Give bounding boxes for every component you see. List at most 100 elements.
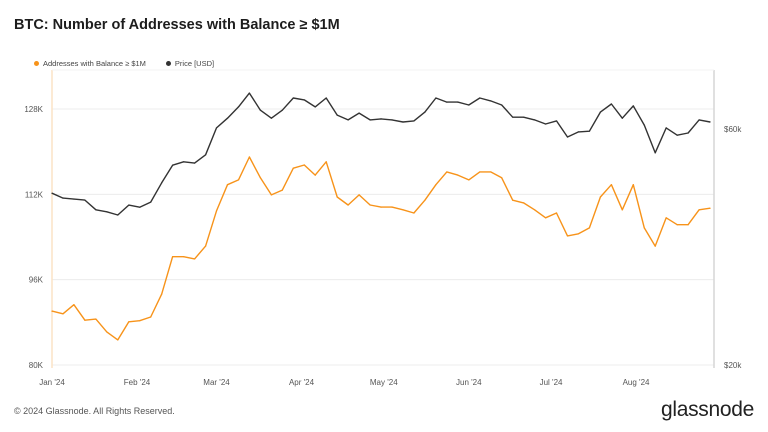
x-tick-label: Jun '24: [456, 378, 482, 387]
addresses-point: [512, 199, 514, 201]
addresses-point: [391, 206, 393, 208]
addresses-point: [501, 177, 503, 179]
price-point: [281, 109, 283, 111]
price-point: [369, 119, 371, 121]
legend: Addresses with Balance ≥ $1M Price [USD]: [34, 59, 214, 68]
addresses-point: [237, 179, 240, 181]
price-series-line: [51, 92, 711, 216]
price-point: [106, 211, 108, 213]
addresses-point: [204, 245, 207, 247]
price-point: [665, 127, 667, 129]
addresses-point: [281, 189, 283, 191]
addresses-point: [95, 318, 97, 320]
addresses-point: [588, 227, 591, 229]
x-tick-label: Jan '24: [39, 378, 65, 387]
addresses-point: [380, 206, 382, 208]
price-point: [490, 100, 492, 102]
addresses-point: [292, 167, 294, 169]
x-tick-label: Mar '24: [203, 378, 230, 387]
price-point: [358, 112, 360, 114]
addresses-point: [128, 321, 130, 323]
price-point: [555, 120, 558, 122]
addresses-point: [577, 233, 580, 235]
price-point: [117, 214, 119, 216]
price-point: [424, 111, 426, 113]
addresses-point: [215, 210, 218, 212]
addresses-point: [698, 209, 700, 211]
price-point: [468, 104, 470, 106]
addresses-point: [369, 204, 371, 206]
price-point: [270, 117, 272, 119]
price-point: [336, 114, 338, 116]
y-left-tick-label: 128K: [24, 105, 43, 114]
y-left-tick-label: 80K: [29, 361, 44, 370]
legend-dot-icon: [34, 61, 39, 66]
price-point: [413, 120, 415, 122]
addresses-point: [314, 174, 316, 176]
price-point: [314, 106, 316, 108]
addresses-point: [457, 174, 459, 176]
price-point: [544, 123, 547, 125]
price-point: [621, 117, 623, 119]
price-point: [237, 106, 240, 108]
price-point: [457, 101, 459, 103]
price-point: [62, 197, 64, 199]
y-right-tick-label: $20k: [724, 361, 742, 370]
price-point: [479, 97, 481, 99]
legend-item-addresses[interactable]: Addresses with Balance ≥ $1M: [34, 59, 146, 68]
price-point: [204, 154, 207, 156]
addresses-point: [150, 316, 152, 318]
addresses-point: [248, 156, 251, 158]
price-point: [150, 201, 152, 203]
addresses-point: [402, 209, 404, 211]
addresses-point: [73, 304, 75, 306]
addresses-point: [446, 171, 448, 173]
addresses-point: [183, 256, 185, 258]
addresses-point: [533, 209, 536, 211]
price-point: [139, 206, 141, 208]
price-point: [183, 161, 185, 163]
chart-title: BTC: Number of Addresses with Balance ≥ …: [14, 17, 340, 33]
addresses-point: [523, 202, 525, 204]
price-point: [347, 119, 349, 121]
legend-item-price[interactable]: Price [USD]: [165, 59, 214, 68]
price-point: [226, 117, 229, 119]
price-point: [632, 105, 634, 107]
addresses-point: [62, 313, 64, 315]
addresses-point: [424, 199, 426, 201]
price-point: [435, 97, 437, 99]
price-point: [643, 124, 645, 126]
price-point: [676, 134, 678, 136]
addresses-point: [490, 171, 492, 173]
price-point: [325, 97, 327, 99]
addresses-point: [468, 179, 470, 181]
addresses-point: [599, 196, 602, 198]
price-point: [501, 104, 503, 106]
addresses-point: [193, 258, 196, 260]
price-point: [588, 130, 591, 132]
price-point: [709, 121, 711, 123]
glassnode-logo: glassnode: [660, 398, 754, 421]
price-point: [303, 99, 305, 101]
price-point: [161, 182, 163, 184]
addresses-point: [555, 212, 558, 214]
price-point: [84, 199, 86, 201]
addresses-point: [139, 320, 141, 322]
x-tick-label: Feb '24: [124, 378, 151, 387]
price-point: [248, 92, 251, 94]
y-left-tick-label: 112K: [25, 190, 44, 199]
addresses-point: [676, 224, 678, 226]
addresses-point: [654, 245, 656, 247]
price-point: [95, 209, 97, 211]
addresses-point: [632, 184, 634, 186]
legend-dot-icon: [165, 61, 171, 66]
price-point: [172, 164, 174, 166]
price-point: [599, 111, 602, 113]
y-right-tick-label: $60k: [724, 125, 742, 134]
price-point: [259, 109, 261, 111]
addresses-point: [544, 217, 547, 219]
price-point: [128, 204, 130, 206]
price-point: [446, 101, 448, 103]
price-point: [380, 118, 382, 120]
